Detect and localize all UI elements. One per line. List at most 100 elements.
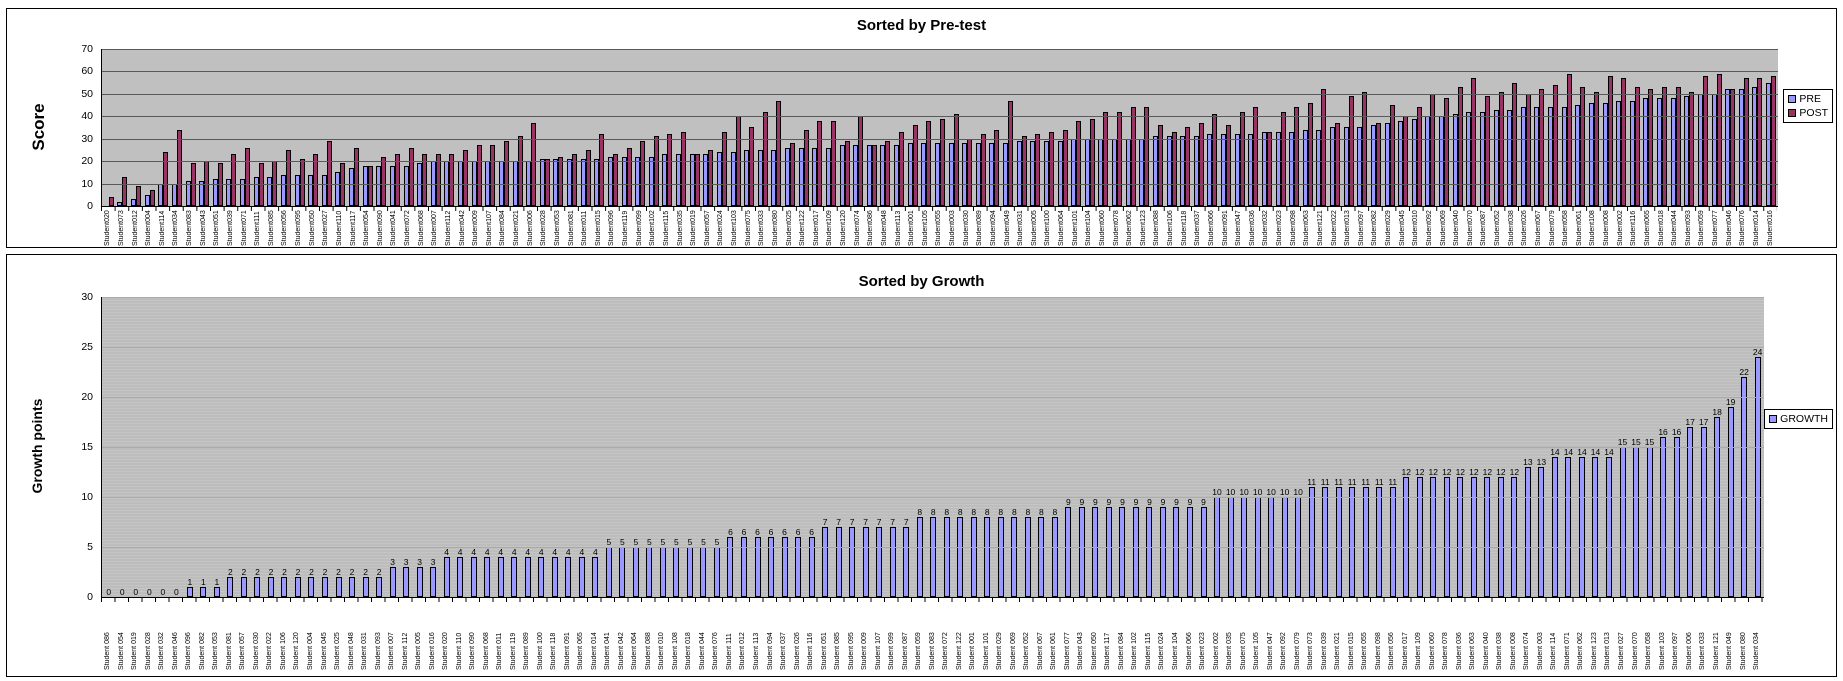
bar-group <box>1533 49 1547 206</box>
pre-bar <box>321 175 327 206</box>
bar-group <box>511 49 525 206</box>
bar-value-label: 8 <box>930 506 936 517</box>
x-axis-label: Student085 <box>267 210 275 246</box>
growth-bar <box>484 557 491 597</box>
x-axis-label: Student 039 <box>1320 632 1328 670</box>
bar-group <box>1710 49 1724 206</box>
post-bar <box>830 121 836 206</box>
x-axis-label: Student118 <box>1180 210 1188 246</box>
bar-group <box>729 49 743 206</box>
x-axis-label: Student031 <box>1017 210 1025 246</box>
post-bar <box>640 141 646 206</box>
bar-group: 9 <box>1102 297 1116 597</box>
bar-value-label: 9 <box>1133 496 1139 507</box>
bar-value-label: 9 <box>1187 496 1193 507</box>
x-axis-label: Student 115 <box>1144 632 1152 670</box>
bar-group <box>1764 49 1778 206</box>
x-axis-label: Student 052 <box>1023 632 1031 670</box>
growth-bar <box>1362 487 1369 597</box>
x-axis-label: Student 121 <box>1712 632 1720 670</box>
x-axis-label: Student 042 <box>617 632 625 670</box>
x-axis-label: Student093 <box>1684 210 1692 246</box>
bar-group <box>1505 49 1519 206</box>
bar-group: 0 <box>143 297 157 597</box>
x-axis-label: Student042 <box>458 210 466 246</box>
x-axis-label: Student048 <box>880 210 888 246</box>
x-axis-label: Student098 <box>1289 210 1297 246</box>
growth-bar <box>768 537 775 597</box>
x-axis-label: Student059 <box>1698 210 1706 246</box>
x-axis-label: Student106 <box>1167 210 1175 246</box>
post-bar <box>1144 107 1150 206</box>
bar-group: 4 <box>548 297 562 597</box>
growth-bar <box>511 557 518 597</box>
x-axis-label: Student066 <box>1207 210 1215 246</box>
pre-bar <box>131 199 137 206</box>
post-bar <box>313 154 319 206</box>
bar-group: 11 <box>1372 297 1386 597</box>
pre-bar <box>866 145 872 206</box>
bar-group <box>1274 49 1288 206</box>
post-bar <box>476 145 482 206</box>
growth-bar <box>876 527 883 597</box>
x-axis-tick-marks <box>101 598 1763 602</box>
bar-value-label: 12 <box>1455 466 1466 477</box>
y-axis-tick-label: 10 <box>81 177 93 190</box>
post-bar <box>844 141 850 206</box>
growth-bar <box>1592 457 1599 597</box>
pre-bar <box>199 181 205 206</box>
x-axis-label: Student 102 <box>1131 632 1139 670</box>
bar-group: 4 <box>440 297 454 597</box>
x-axis-label: Student 108 <box>671 632 679 670</box>
bar-value-label: 5 <box>647 536 652 547</box>
bar-group: 16 <box>1670 297 1684 597</box>
pre-bar <box>294 175 300 206</box>
bar-group: 8 <box>967 297 981 597</box>
x-axis-label: Student012 <box>131 210 139 246</box>
bar-group: 11 <box>1332 297 1346 597</box>
pre-bar <box>798 148 804 206</box>
bar-group <box>1247 49 1261 206</box>
x-axis-label: Student022 <box>1330 210 1338 246</box>
post-bar <box>463 150 469 206</box>
bar-value-label: 15 <box>1617 436 1628 447</box>
post-bar <box>762 112 768 206</box>
post-bar <box>1416 107 1422 206</box>
post-bar <box>1185 127 1191 206</box>
bar-group <box>1042 49 1056 206</box>
bar-group: 2 <box>278 297 292 597</box>
growth-bar <box>957 517 964 597</box>
post-bar <box>1634 87 1640 206</box>
pre-bar <box>1507 110 1513 206</box>
growth-bar <box>1403 477 1410 597</box>
growth-bar <box>538 557 545 597</box>
pre-bar <box>1398 121 1404 206</box>
growth-bar <box>1754 357 1761 597</box>
x-axis-label: Student039 <box>226 210 234 246</box>
pre-bar <box>1520 107 1526 206</box>
bar-group: 4 <box>575 297 589 597</box>
bar-group <box>674 49 688 206</box>
bar-group: 11 <box>1305 297 1319 597</box>
pre-bar <box>730 152 736 206</box>
bar-group <box>797 49 811 206</box>
bar-group <box>879 49 893 206</box>
growth-bar <box>1051 517 1058 597</box>
bar-value-label: 8 <box>944 506 950 517</box>
x-axis-label: Student101 <box>1071 210 1079 246</box>
growth-bar <box>1187 507 1193 597</box>
bar-group: 11 <box>1318 297 1332 597</box>
bar-value-label: 16 <box>1658 426 1668 437</box>
bar-group <box>702 49 716 206</box>
bar-group <box>579 49 593 206</box>
x-axis-label: Student 021 <box>1334 632 1342 670</box>
x-axis-label: Student 060 <box>1428 632 1436 670</box>
post-bar <box>503 141 509 206</box>
y-axis-title: Score <box>29 103 48 151</box>
x-axis-label: Student 025 <box>334 632 342 670</box>
x-axis-label: Student047 <box>1235 210 1243 246</box>
bar-group: 3 <box>413 297 427 597</box>
bar-group: 0 <box>129 297 143 597</box>
growth-bar <box>713 547 720 597</box>
